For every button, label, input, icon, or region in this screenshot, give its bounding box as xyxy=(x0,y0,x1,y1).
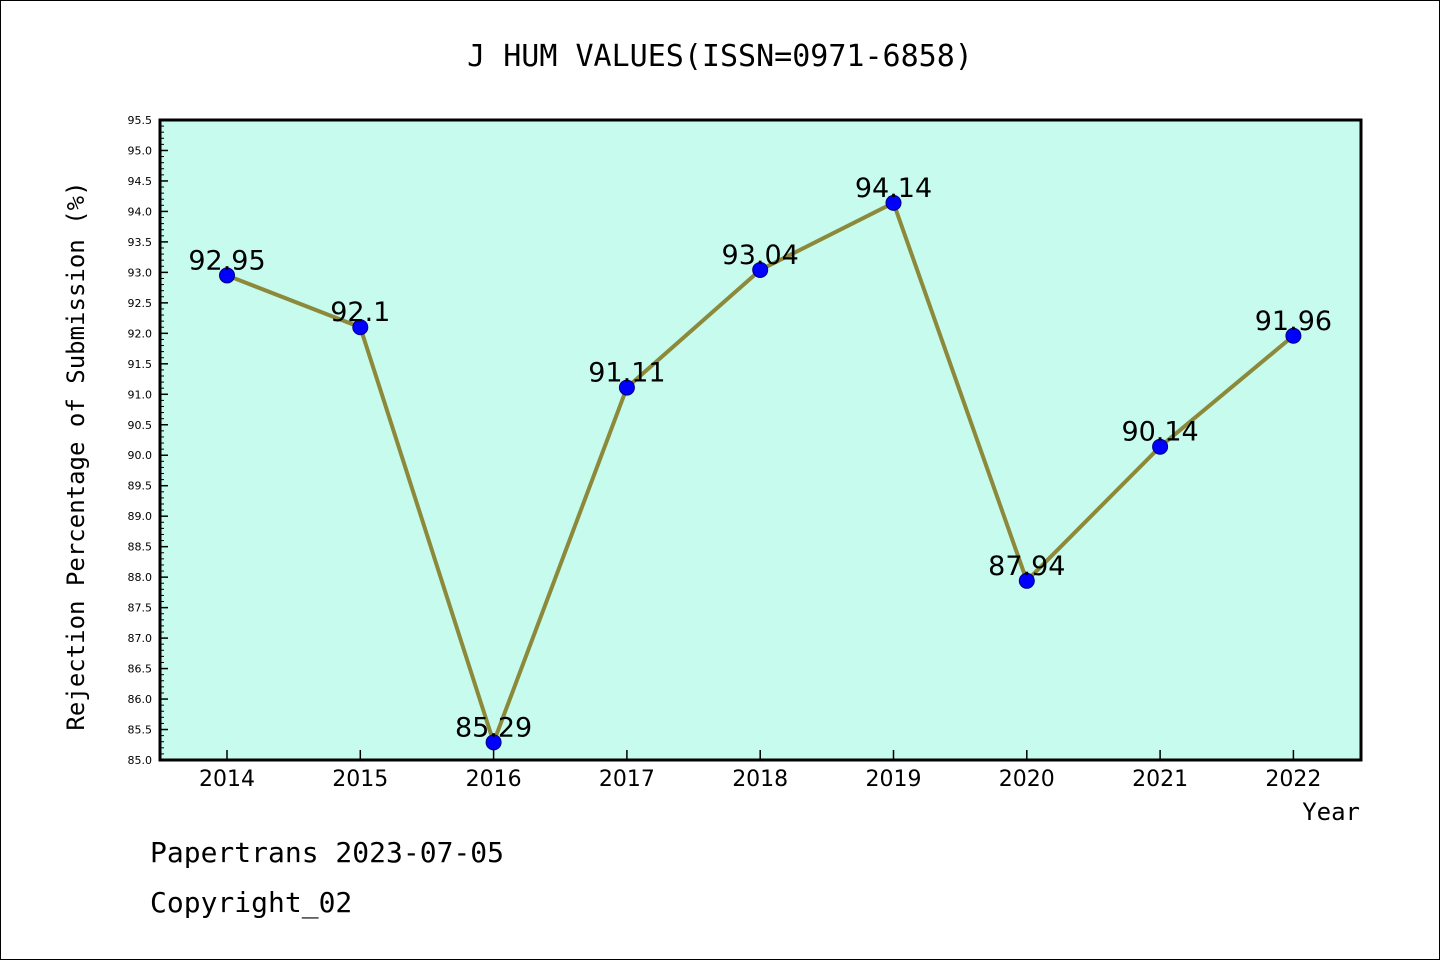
y-tick-label: 93.5 xyxy=(128,236,153,249)
y-tick-label: 92.0 xyxy=(128,327,153,340)
y-tick-label: 88.5 xyxy=(128,541,153,554)
y-tick-label: 86.5 xyxy=(128,663,153,676)
y-axis-ticks: 85.0 85.5 86.0 86.5 87.0 87.5 88.0 88.5 89.0 89.5… xyxy=(128,114,168,767)
y-tick-label: 85.5 xyxy=(128,724,153,737)
y-tick-label: 93.0 xyxy=(128,266,153,279)
data-label: 91.96 xyxy=(1255,306,1332,337)
data-label: 92.1 xyxy=(330,297,390,328)
y-tick-label: 86.0 xyxy=(128,693,153,706)
data-point xyxy=(485,734,502,751)
data-markers xyxy=(219,194,1302,751)
x-tick-label: 2019 xyxy=(866,767,922,792)
y-tick-label: 94.0 xyxy=(128,205,153,218)
y-axis-label: Rejection Percentage of Submission (%) xyxy=(62,181,90,730)
y-tick-label: 89.0 xyxy=(128,510,153,523)
y-tick-label: 87.0 xyxy=(128,632,153,645)
y-tick-label: 87.5 xyxy=(128,602,153,615)
data-point xyxy=(885,194,902,211)
y-tick-label: 89.5 xyxy=(128,480,153,493)
x-tick-label: 2021 xyxy=(1132,767,1188,792)
data-point xyxy=(618,379,635,396)
y-tick-label: 91.0 xyxy=(128,388,153,401)
x-tick-label: 2018 xyxy=(732,767,788,792)
y-tick-label: 95.5 xyxy=(128,114,153,127)
data-point xyxy=(752,261,769,278)
x-axis-label: Year xyxy=(1302,798,1360,826)
data-point xyxy=(1285,327,1302,344)
data-label: 85.29 xyxy=(455,712,532,743)
data-point xyxy=(219,267,235,284)
data-label: 92.95 xyxy=(188,245,265,276)
y-tick-label: 91.5 xyxy=(128,358,153,371)
data-label: 93.04 xyxy=(722,240,799,271)
y-tick-label: 90.5 xyxy=(128,419,153,432)
data-label: 90.14 xyxy=(1121,417,1198,448)
x-tick-label: 2016 xyxy=(466,767,522,792)
data-label: 87.94 xyxy=(988,551,1065,582)
data-point xyxy=(352,319,369,336)
y-tick-label: 92.5 xyxy=(128,297,153,310)
footer-copyright: Copyright_02 xyxy=(150,886,353,919)
footer-source: Papertrans 2023-07-05 xyxy=(150,836,505,869)
data-point xyxy=(1018,572,1035,589)
data-label: 94.14 xyxy=(855,173,932,204)
y-tick-label: 94.5 xyxy=(128,175,153,188)
y-tick-label: 85.0 xyxy=(128,754,153,767)
x-tick-label: 2020 xyxy=(999,767,1055,792)
y-tick-label: 90.0 xyxy=(128,449,153,462)
data-point xyxy=(1152,438,1169,455)
data-labels: 92.95 92.1 85.29 91.11 93.04 94.14 87.94 90.14 9… xyxy=(188,173,1332,743)
x-tick-label: 2022 xyxy=(1265,767,1321,792)
data-label: 91.11 xyxy=(588,358,665,389)
y-tick-label: 95.0 xyxy=(128,144,153,157)
x-tick-label: 2014 xyxy=(199,767,255,792)
x-tick-label: 2017 xyxy=(599,767,655,792)
x-tick-label: 2015 xyxy=(332,767,388,792)
y-tick-label: 88.0 xyxy=(128,571,153,584)
x-axis-ticks: 2014 2015 2016 2017 2018 2019 2020 2021 2022 xyxy=(199,750,1321,792)
chart-title: J HUM VALUES(ISSN=0971-6858) xyxy=(467,39,973,74)
